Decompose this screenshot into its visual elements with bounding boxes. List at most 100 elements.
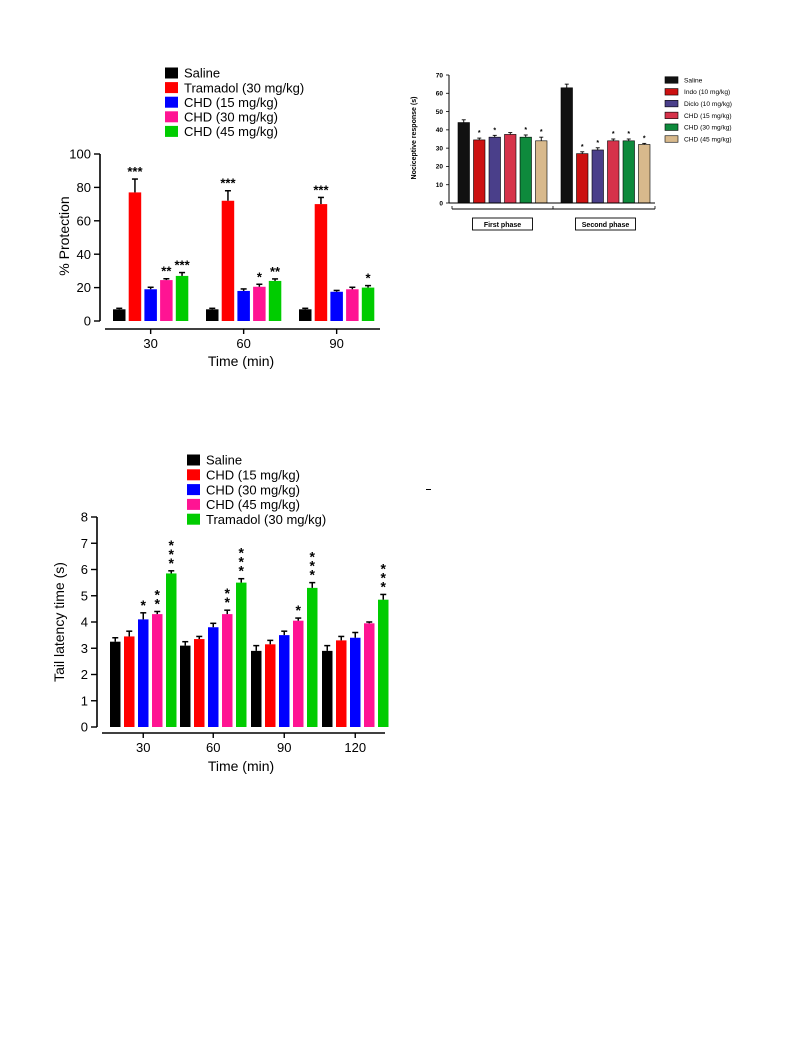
legend-swatch (664, 111, 679, 119)
significance-label: * (225, 585, 231, 601)
significance-label: * (257, 269, 263, 284)
significance-label: * (596, 140, 599, 147)
bar (206, 309, 219, 321)
y-tick-label: 20 (436, 164, 444, 171)
bar (253, 286, 266, 321)
bar (265, 644, 276, 727)
bar (124, 636, 135, 727)
bar (194, 639, 205, 727)
y-tick-label: 40 (77, 247, 91, 262)
y-tick-label: 30 (436, 145, 444, 152)
significance-label: * (478, 130, 481, 137)
significance-label: * (366, 271, 372, 286)
y-tick-label: 70 (436, 72, 444, 79)
x-tick-label: 90 (329, 336, 343, 351)
y-tick-label: 0 (81, 720, 88, 735)
significance-label: *** (127, 164, 143, 179)
legend-swatch (664, 123, 679, 131)
x-tick-label: 30 (143, 336, 157, 351)
significance-label: * (627, 131, 630, 138)
bar (144, 289, 157, 321)
bar (175, 275, 189, 321)
legend-swatch (664, 135, 679, 143)
x-tick-label: 90 (277, 740, 291, 755)
stray-dash-mark (426, 489, 431, 490)
x-tick-label: 120 (344, 740, 366, 755)
x-tick-label: 60 (236, 336, 250, 351)
y-axis-label: Tail latency time (s) (51, 562, 67, 682)
y-tick-label: 10 (436, 182, 444, 189)
legend-swatch (187, 498, 200, 510)
bar (307, 587, 318, 727)
y-tick-label: 40 (436, 127, 444, 134)
x-axis-label: Time (min) (208, 758, 274, 774)
legend-swatch (165, 96, 178, 108)
legend-swatch (187, 513, 200, 525)
bar (299, 309, 312, 321)
legend-label: CHD (15 mg/kg) (684, 113, 732, 120)
y-tick-label: 60 (436, 91, 444, 98)
legend-swatch (187, 469, 200, 481)
legend-label: Saline (684, 77, 703, 84)
significance-label: * (310, 558, 316, 574)
significance-label: * (155, 587, 161, 603)
legend-swatch (664, 88, 679, 96)
legend-label: CHD (30 mg/kg) (684, 125, 732, 132)
y-tick-label: 50 (436, 109, 444, 116)
y-tick-label: 100 (69, 147, 91, 162)
bar (128, 192, 142, 321)
plot-area: 0 10 20 30 40 50 60 70 * * * * First phase * * * * * Secon… (436, 72, 656, 231)
legend-label: Tramadol (30 mg/kg) (206, 512, 326, 527)
y-axis-label: % Protection (56, 196, 72, 275)
bar (336, 640, 347, 727)
bar (180, 645, 191, 727)
legend-label: CHD (15 mg/kg) (206, 467, 300, 482)
legend-label: Diclo (10 mg/kg) (684, 101, 732, 108)
significance-label: * (381, 569, 387, 585)
legend-label: Indo (10 mg/kg) (684, 89, 730, 96)
x-tick-label: Second phase (582, 222, 630, 229)
bar (110, 641, 121, 727)
bar (279, 635, 290, 727)
y-axis-label: Nociceptive response (s) (411, 97, 418, 180)
bar (237, 290, 250, 321)
x-axis-label: Time (min) (208, 353, 274, 369)
y-tick-label: 20 (77, 280, 91, 295)
significance-label: * (225, 594, 231, 610)
legend-label: Saline (184, 66, 220, 81)
legend-swatch (664, 76, 679, 84)
y-tick-label: 1 (81, 693, 88, 708)
legend-label: CHD (45 mg/kg) (184, 124, 278, 139)
significance-label: * (169, 546, 175, 562)
phase-label-box (575, 217, 636, 231)
significance-label: * (540, 129, 543, 136)
bar (322, 650, 333, 727)
significance-label: * (169, 555, 175, 571)
y-tick-label: 7 (81, 536, 88, 551)
legend-swatch (187, 484, 200, 496)
legend-label: Saline (206, 453, 242, 468)
bar (364, 623, 375, 727)
significance-label: ** (161, 264, 172, 279)
bar (222, 614, 233, 727)
y-tick-label: 0 (84, 314, 91, 329)
significance-label: * (524, 127, 527, 134)
y-tick-label: 80 (77, 180, 91, 195)
legend-label: CHD (30 mg/kg) (206, 482, 300, 497)
bar (378, 599, 389, 727)
x-tick-label: 30 (136, 740, 150, 755)
y-tick-label: 6 (81, 562, 88, 577)
bar (160, 280, 173, 321)
significance-label: * (612, 131, 615, 138)
legend-label: Tramadol (30 mg/kg) (184, 80, 304, 95)
significance-label: * (493, 127, 496, 134)
significance-label: * (169, 537, 175, 553)
legend-label: CHD (45 mg/kg) (206, 497, 300, 512)
x-tick-label: 60 (206, 740, 220, 755)
bar (152, 614, 163, 727)
